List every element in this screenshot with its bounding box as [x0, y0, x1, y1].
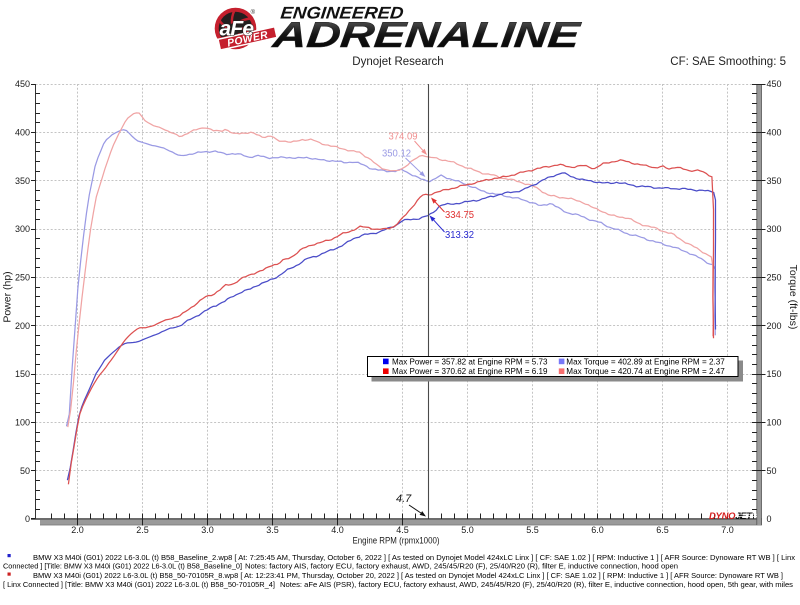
svg-text:450: 450 — [15, 79, 30, 89]
svg-text:Power (hp): Power (hp) — [2, 271, 14, 322]
svg-text:350: 350 — [767, 176, 782, 186]
svg-text:150: 150 — [15, 369, 30, 379]
svg-text:50: 50 — [20, 466, 30, 476]
svg-text:BMW X3 M40i (G01) 2022 L6-3.0L: BMW X3 M40i (G01) 2022 L6-3.0L (t) B58_B… — [33, 553, 795, 562]
svg-text:300: 300 — [767, 224, 782, 234]
svg-text:6.5: 6.5 — [656, 525, 669, 535]
svg-text:0: 0 — [767, 514, 772, 524]
svg-text:400: 400 — [767, 128, 782, 138]
svg-text:5.0: 5.0 — [461, 525, 474, 535]
svg-text:Dynojet Research: Dynojet Research — [352, 56, 443, 68]
svg-text:6.0: 6.0 — [591, 525, 604, 535]
svg-text:Connected ] [Title: BMW X3 M40: Connected ] [Title: BMW X3 M40i (G01) 20… — [3, 562, 242, 571]
svg-text:250: 250 — [15, 273, 30, 283]
svg-text:Notes: factory AIS, factory EC: Notes: factory AIS, factory ECU, factory… — [245, 562, 678, 571]
svg-text:300: 300 — [15, 224, 30, 234]
svg-text:100: 100 — [767, 418, 782, 428]
svg-text:Notes: aFe AIS (PSR), factory: Notes: aFe AIS (PSR), factory ECU, facto… — [280, 580, 793, 589]
svg-text:Max Torque = 402.89 at Engine: Max Torque = 402.89 at Engine RPM = 2.37 — [566, 357, 725, 366]
svg-text:4.7: 4.7 — [396, 493, 412, 505]
svg-text:ENGINEERED: ENGINEERED — [280, 4, 405, 23]
svg-text:150: 150 — [767, 369, 782, 379]
svg-text:®: ® — [251, 9, 256, 16]
svg-text:4.0: 4.0 — [331, 525, 344, 535]
svg-text:3.5: 3.5 — [266, 525, 279, 535]
svg-text:7.0: 7.0 — [721, 525, 734, 535]
svg-text:Max Torque = 420.74 at Engine: Max Torque = 420.74 at Engine RPM = 2.47 — [566, 367, 725, 376]
svg-text:374.09: 374.09 — [389, 132, 418, 143]
svg-text:50: 50 — [767, 466, 777, 476]
svg-text:Max Power = 357.82 at Engine R: Max Power = 357.82 at Engine RPM = 5.73 — [392, 357, 548, 366]
svg-text:Max Power = 370.62 at Engine R: Max Power = 370.62 at Engine RPM = 6.19 — [392, 367, 548, 376]
svg-text:0: 0 — [25, 514, 30, 524]
svg-text:BMW X3 M40i (G01) 2022 L6-3.0L: BMW X3 M40i (G01) 2022 L6-3.0L (t) B58_5… — [33, 571, 783, 580]
svg-text:350: 350 — [15, 176, 30, 186]
svg-text:Engine RPM (rpmx1000): Engine RPM (rpmx1000) — [353, 536, 440, 546]
svg-text:3.0: 3.0 — [201, 525, 214, 535]
svg-text:400: 400 — [15, 128, 30, 138]
svg-text:[ Linx Connected ] [Title: BMW: [ Linx Connected ] [Title: BMW X3 M40i (… — [3, 580, 275, 589]
svg-text:350.12: 350.12 — [382, 149, 411, 160]
svg-text:aFe: aFe — [220, 18, 255, 41]
svg-text:4.5: 4.5 — [396, 525, 409, 535]
svg-text:100: 100 — [15, 418, 30, 428]
svg-text:200: 200 — [15, 321, 30, 331]
svg-text:200: 200 — [767, 321, 782, 331]
svg-text:2.5: 2.5 — [136, 525, 149, 535]
svg-text:334.75: 334.75 — [445, 210, 475, 221]
svg-text:ADRENALINE: ADRENALINE — [270, 14, 583, 55]
svg-text:Torque (ft-lbs): Torque (ft-lbs) — [787, 265, 799, 330]
svg-text:2.0: 2.0 — [71, 525, 84, 535]
svg-text:313.32: 313.32 — [445, 230, 474, 241]
svg-text:CF: SAE Smoothing: 5: CF: SAE Smoothing: 5 — [670, 56, 786, 68]
svg-text:5.5: 5.5 — [526, 525, 539, 535]
svg-text:450: 450 — [767, 79, 782, 89]
svg-text:250: 250 — [767, 273, 782, 283]
